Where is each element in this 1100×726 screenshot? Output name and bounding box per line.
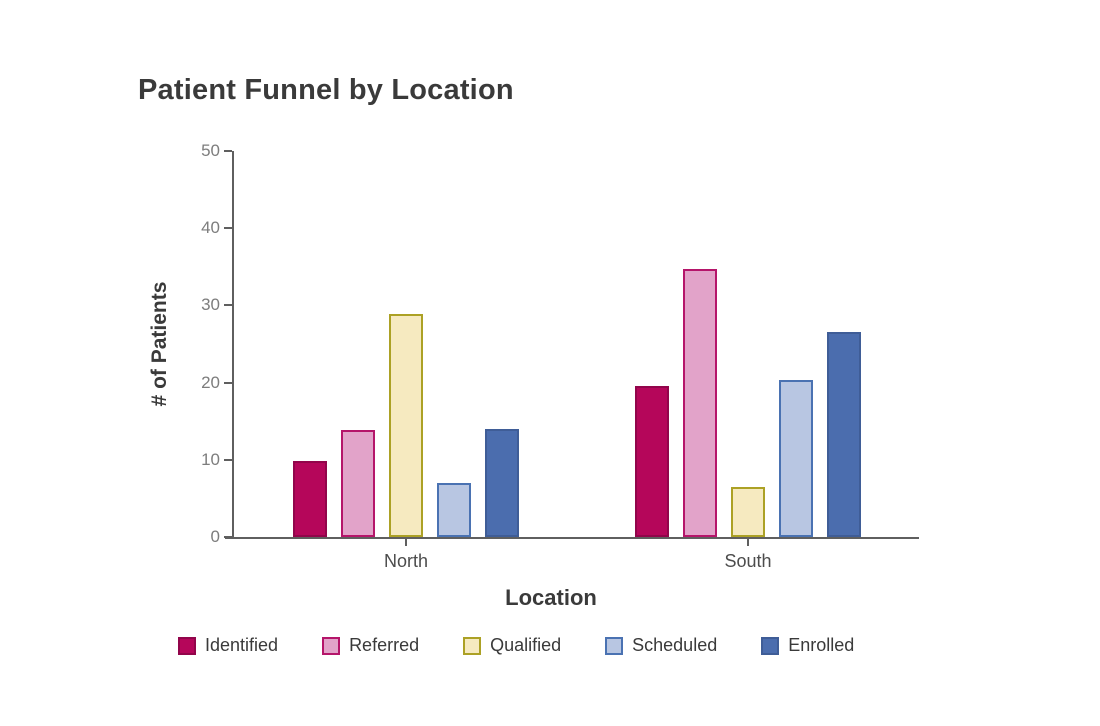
y-tick-mark — [224, 227, 232, 230]
x-tick-mark — [747, 539, 749, 546]
bar-north-qualified — [389, 313, 423, 537]
bar-north-referred — [341, 429, 375, 537]
legend-swatch-identified — [178, 636, 196, 655]
legend-item-qualified: Qualified — [463, 635, 561, 656]
x-tick-label-south: South — [724, 551, 772, 571]
legend-swatch-scheduled — [605, 636, 624, 655]
y-tick-mark — [224, 150, 232, 152]
bar-south-qualified — [731, 486, 765, 537]
legend-swatch-enrolled — [761, 636, 780, 655]
legend-swatch-qualified — [463, 636, 482, 655]
chart-title: Patient Funnel by Location — [138, 74, 514, 106]
y-tick-label: 10 — [201, 449, 220, 469]
y-tick-label: 40 — [201, 218, 220, 238]
bar-south-enrolled — [827, 331, 861, 537]
bar-south-identified — [635, 386, 669, 537]
bar-south-referred — [683, 269, 717, 537]
legend: Identified Referred Qualified Scheduled Enro… — [178, 635, 854, 656]
bar-north-identified — [293, 460, 327, 537]
bar-south-scheduled — [779, 379, 813, 537]
x-axis-label: Location — [505, 585, 597, 610]
legend-label: Qualified — [490, 635, 562, 655]
y-tick-mark — [224, 458, 232, 461]
bar-north-enrolled — [485, 428, 519, 537]
legend-item-referred: Referred — [322, 635, 419, 656]
x-tick-label-north: North — [383, 551, 428, 571]
y-tick-label: 30 — [201, 295, 220, 315]
legend-label: Identified — [205, 635, 279, 655]
legend-item-identified: Identified — [178, 635, 278, 656]
x-tick-mark — [405, 539, 407, 546]
y-axis — [232, 151, 234, 539]
y-tick-label: 50 — [201, 141, 220, 160]
x-axis — [225, 537, 919, 539]
legend-label: Scheduled — [632, 635, 718, 655]
y-tick-label: 0 — [210, 527, 220, 546]
y-tick-mark — [224, 304, 232, 307]
legend-label: Referred — [349, 635, 420, 655]
legend-item-scheduled: Scheduled — [605, 635, 717, 656]
y-tick-mark — [224, 536, 232, 538]
legend-swatch-referred — [322, 636, 341, 655]
legend-label: Enrolled — [788, 635, 855, 655]
bar-north-scheduled — [437, 482, 471, 537]
y-tick-mark — [224, 381, 232, 384]
legend-item-enrolled: Enrolled — [761, 635, 854, 656]
y-tick-label: 20 — [201, 372, 220, 392]
